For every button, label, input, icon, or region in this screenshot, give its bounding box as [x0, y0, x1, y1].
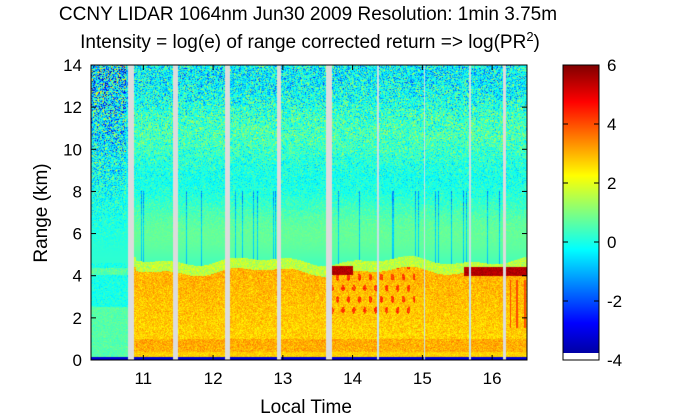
colorbar-tick-label: -2	[607, 292, 622, 311]
subtitle-suffix: )	[534, 32, 540, 53]
x-axis-label: Local Time	[260, 397, 352, 418]
y-tick-label: 10	[63, 140, 82, 159]
y-tick-label: 8	[73, 182, 82, 201]
x-tick-label: 11	[134, 369, 152, 388]
colorbar-tick-label: 0	[607, 233, 616, 252]
x-tick-label: 12	[204, 369, 223, 388]
subtitle-superscript: 2	[526, 29, 533, 44]
subtitle-main: Intensity = log(e) of range corrected re…	[80, 32, 526, 53]
colorbar-tick-label: 6	[607, 56, 616, 75]
y-tick-label: 4	[73, 267, 82, 286]
x-tick-label: 14	[343, 369, 362, 388]
colorbar-ticks: -4 -2 0 2 4 6	[563, 56, 622, 370]
colorbar-tick-label: 4	[607, 115, 616, 134]
y-tick-label: 6	[73, 225, 82, 244]
chart-title: CCNY LIDAR 1064nm Jun30 2009 Resolution:…	[59, 4, 557, 25]
y-tick-label: 2	[73, 309, 82, 328]
colorbar-white-band	[563, 353, 599, 360]
y-tick-label: 0	[73, 351, 82, 370]
x-tick-label: 13	[273, 369, 292, 388]
colorbar-tick-label: 2	[607, 174, 616, 193]
y-axis-label: Range (km)	[31, 163, 52, 262]
heatmap-image	[91, 65, 527, 360]
x-tick-label: 15	[413, 369, 432, 388]
chart-subtitle: Intensity = log(e) of range corrected re…	[80, 29, 540, 53]
x-tick-label: 16	[483, 369, 502, 388]
y-tick-label: 14	[63, 56, 82, 75]
y-axis: 0 2 4 6 8 10 12 14	[63, 56, 527, 370]
x-axis: 11 12 13 14 15 16	[134, 65, 502, 388]
y-tick-label: 12	[63, 98, 82, 117]
colorbar-tick-label: -4	[607, 351, 622, 370]
colorbar	[562, 64, 600, 361]
plot-frame	[90, 64, 528, 361]
